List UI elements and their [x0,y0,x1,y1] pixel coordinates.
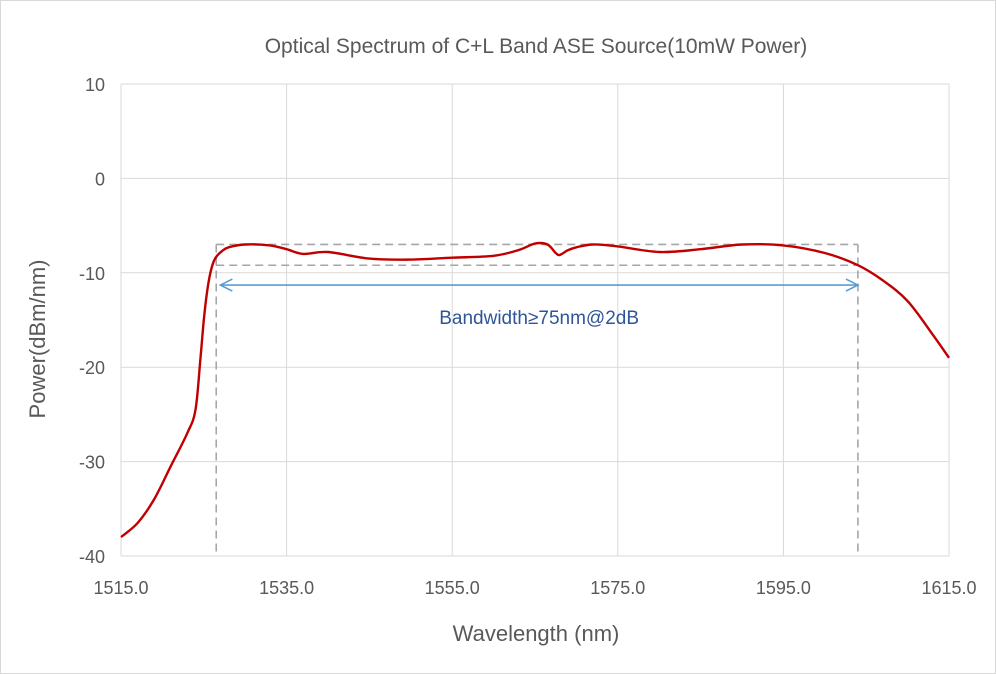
y-axis-title: Power(dBm/nm) [25,260,50,419]
x-tick-label: 1515.0 [93,578,148,598]
y-tick-label: 10 [85,75,105,95]
y-tick-label: -20 [79,358,105,378]
bandwidth-label: Bandwidth≥75nm@2dB [439,308,639,329]
x-tick-label: 1535.0 [259,578,314,598]
x-tick-label: 1595.0 [756,578,811,598]
grid-lines [120,83,950,557]
bandwidth-guides [215,243,859,556]
y-tick-label: 0 [95,169,105,189]
arrow-left-head [218,278,233,292]
axis-ticks: 1515.0 1535.0 1555.0 1575.0 1595.0 1615.0 10 0 -… [79,75,977,598]
arrow-right-head [845,278,860,292]
y-tick-label: -10 [79,264,105,284]
x-tick-label: 1555.0 [425,578,480,598]
x-tick-label: 1575.0 [590,578,645,598]
series-layer [120,241,950,539]
annotation-layer: Bandwidth≥75nm@2dB [218,278,860,329]
y-tick-label: -30 [79,453,105,473]
y-tick-label: -40 [79,547,105,567]
x-tick-label: 1615.0 [921,578,976,598]
x-axis-title: Wavelength (nm) [453,621,620,646]
spectrum-series-line [120,241,950,539]
chart-title: Optical Spectrum of C+L Band ASE Source(… [265,35,808,58]
